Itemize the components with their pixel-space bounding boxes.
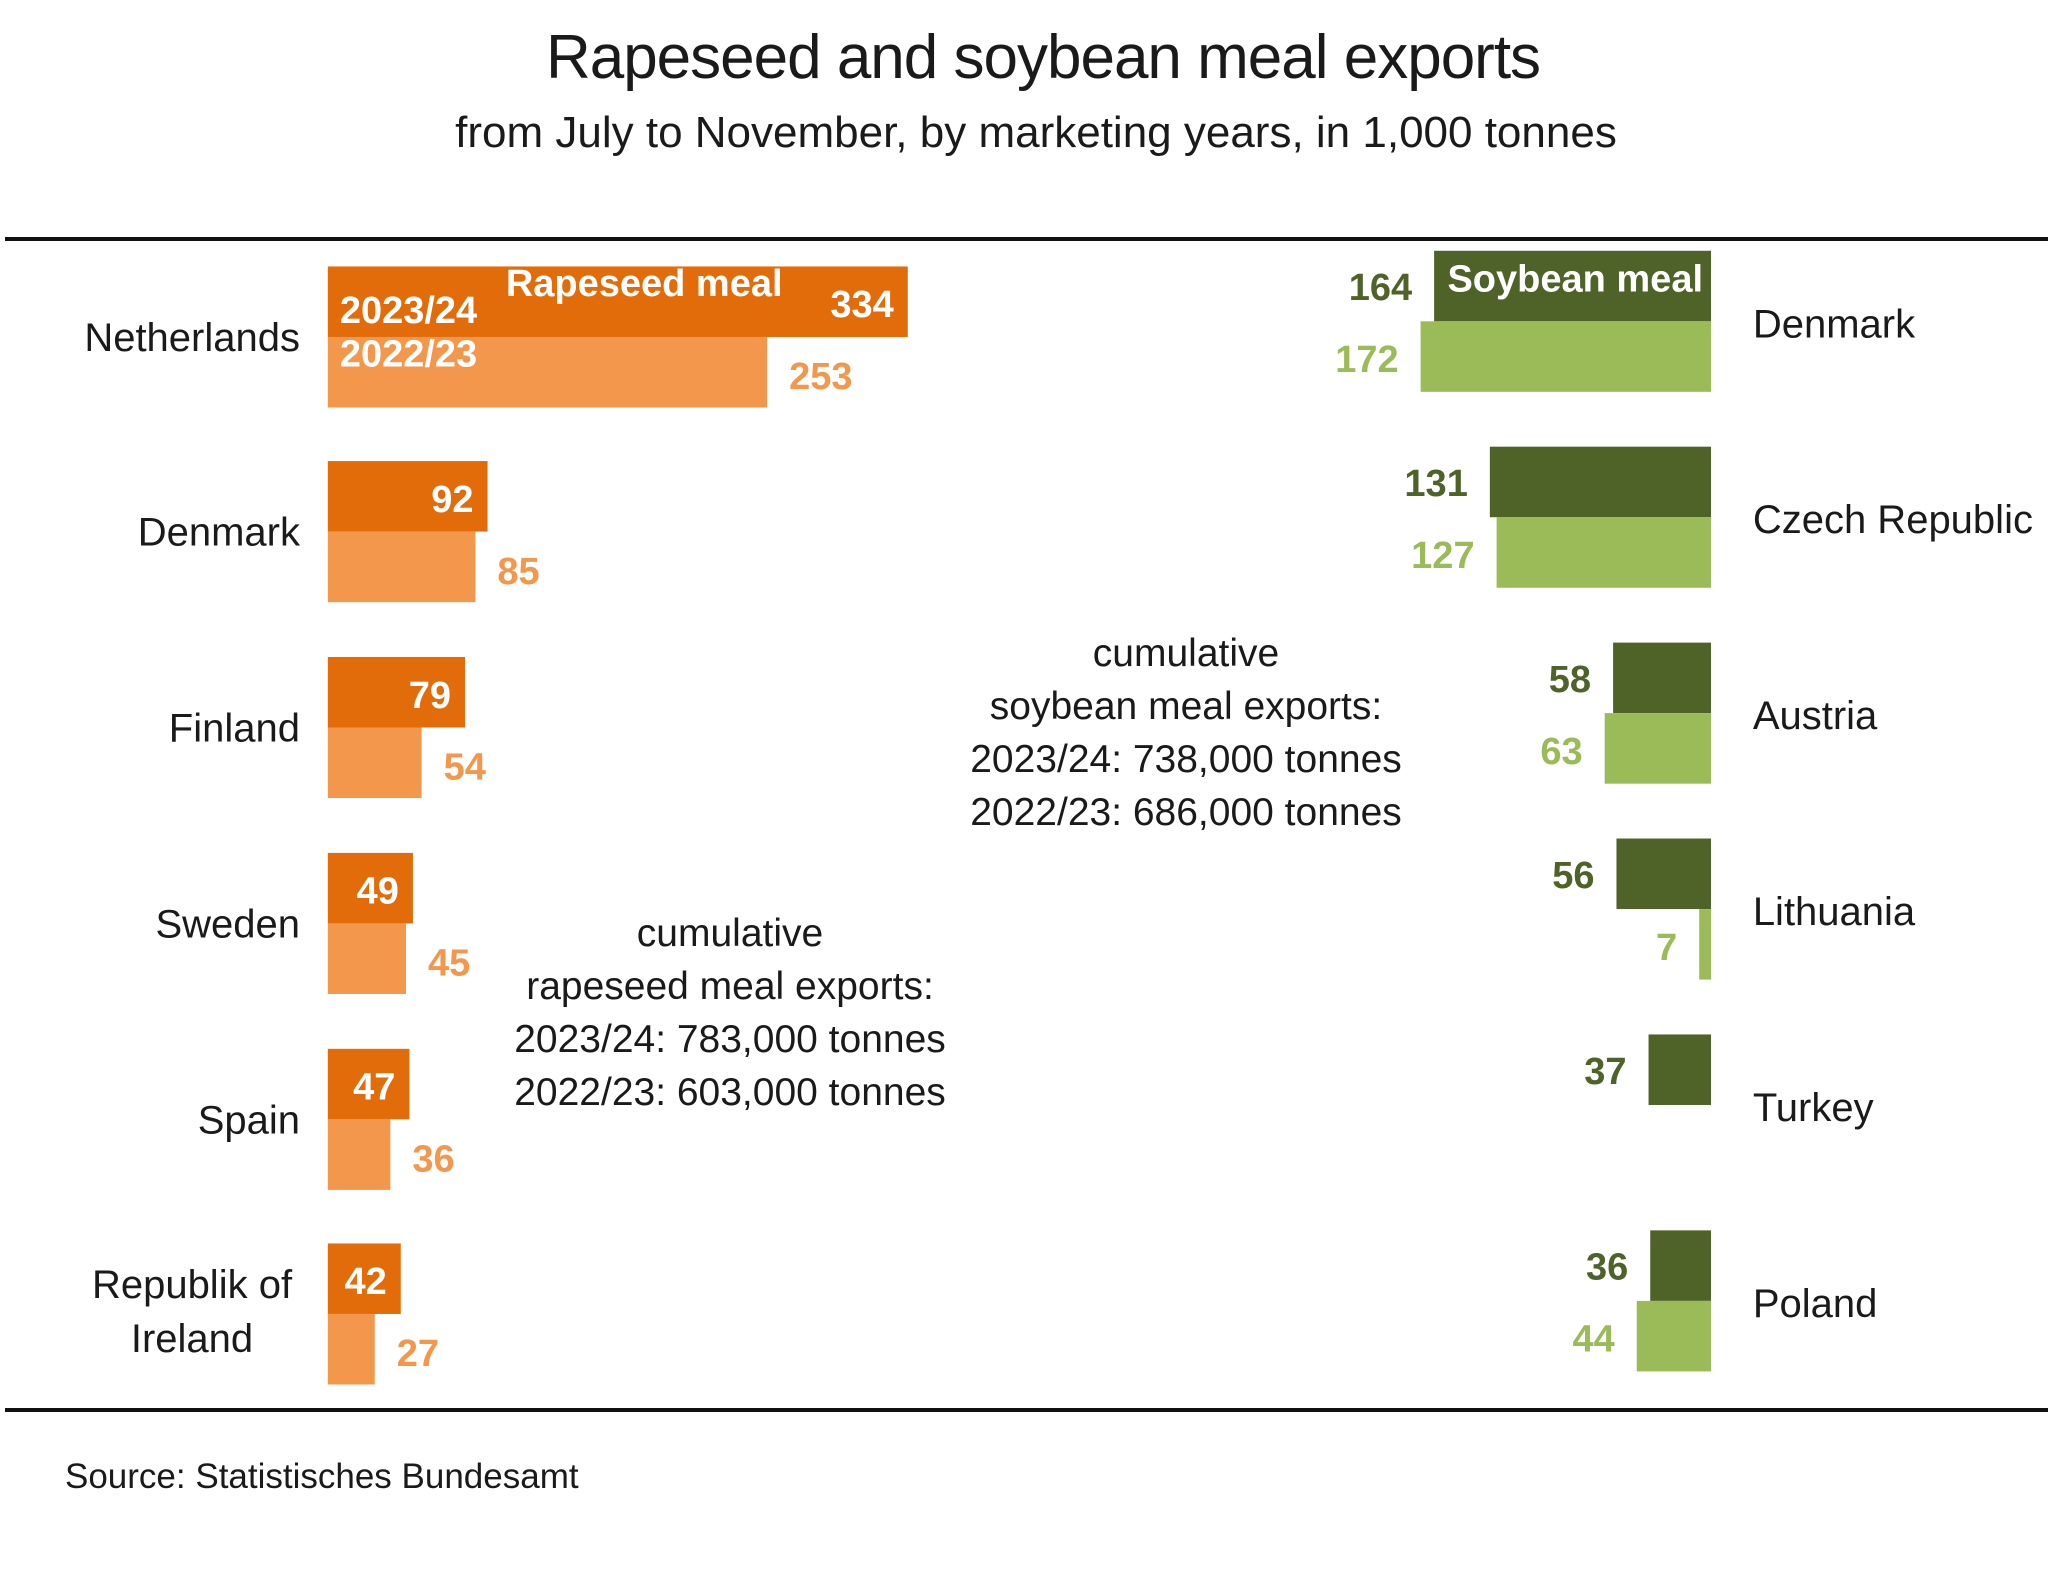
value-label: 37 bbox=[1584, 1051, 1626, 1093]
value-label: 54 bbox=[444, 747, 486, 789]
category-label: Finland bbox=[169, 707, 300, 751]
category-label: Republik of bbox=[92, 1263, 293, 1307]
bar-rapeseed-2022-23 bbox=[327, 1119, 391, 1190]
value-label: 127 bbox=[1411, 535, 1474, 577]
bar-soybean-2022-23 bbox=[1699, 909, 1712, 980]
value-label: 164 bbox=[1349, 267, 1412, 309]
value-label: 131 bbox=[1404, 463, 1467, 505]
value-label: 63 bbox=[1540, 731, 1582, 773]
bar-rapeseed-2023-24 bbox=[327, 1243, 401, 1314]
legend-2023-24: 2023/24 bbox=[340, 290, 477, 332]
chart-title: Rapeseed and soybean meal exports bbox=[545, 23, 1541, 92]
rapeseed-cumulative-note: cumulative rapeseed meal exports: 2023/2… bbox=[480, 907, 980, 1119]
chart-subtitle: from July to November, by marketing year… bbox=[455, 108, 1617, 157]
soybean-cumulative-note: cumulative soybean meal exports: 2023/24… bbox=[936, 627, 1436, 839]
legend-2022-23: 2022/23 bbox=[340, 334, 477, 376]
value-label: 49 bbox=[357, 871, 399, 913]
bar-soybean-2023-24 bbox=[1616, 838, 1712, 910]
panel-title-soybean: Soybean meal bbox=[1447, 259, 1703, 301]
note-line: cumulative bbox=[1092, 632, 1280, 675]
note-line: 2022/23: 603,000 tonnes bbox=[514, 1071, 946, 1114]
value-label: 45 bbox=[428, 943, 470, 985]
note-line: 2023/24: 738,000 tonnes bbox=[970, 738, 1402, 781]
value-label: 92 bbox=[431, 479, 473, 521]
category-label: Czech Republic bbox=[1753, 498, 2033, 542]
top-rule bbox=[5, 237, 2048, 241]
note-line: soybean meal exports: bbox=[989, 685, 1383, 728]
value-label: 85 bbox=[497, 551, 539, 593]
bar-soybean-2022-23 bbox=[1604, 713, 1712, 784]
note-line: rapeseed meal exports: bbox=[526, 965, 934, 1008]
bar-rapeseed-2023-24 bbox=[327, 266, 908, 337]
value-label: 36 bbox=[412, 1139, 454, 1181]
bar-soybean-2023-24 bbox=[1650, 1230, 1712, 1301]
value-label: 7 bbox=[1656, 927, 1677, 969]
value-label: 58 bbox=[1549, 659, 1591, 701]
value-label: 36 bbox=[1586, 1247, 1628, 1289]
bottom-rule bbox=[5, 1408, 2048, 1412]
value-label: 253 bbox=[789, 356, 852, 398]
bar-soybean-2022-23 bbox=[1420, 321, 1712, 392]
note-line: 2022/23: 686,000 tonnes bbox=[970, 791, 1402, 834]
bar-soybean-2023-24 bbox=[1434, 250, 1712, 322]
bar-rapeseed-2022-23 bbox=[327, 336, 768, 408]
value-label: 79 bbox=[409, 675, 451, 717]
bar-soybean-2023-24 bbox=[1613, 642, 1712, 714]
value-label: 334 bbox=[830, 284, 893, 326]
value-label: 47 bbox=[353, 1067, 395, 1109]
bar-rapeseed-2023-24 bbox=[327, 852, 413, 924]
category-label: Netherlands bbox=[84, 316, 300, 360]
source-note: Source: Statistisches Bundesamt bbox=[65, 1457, 579, 1496]
bar-rapeseed-2023-24 bbox=[327, 1048, 410, 1120]
note-line: 2023/24: 783,000 tonnes bbox=[514, 1018, 946, 1061]
category-label: Denmark bbox=[1753, 302, 1916, 346]
category-label: Spain bbox=[198, 1098, 300, 1142]
bar-soybean-2022-23 bbox=[1636, 1300, 1712, 1372]
bar-rapeseed-2023-24 bbox=[327, 461, 488, 532]
bar-rapeseed-2022-23 bbox=[327, 531, 476, 603]
bar-rapeseed-2022-23 bbox=[327, 1313, 375, 1385]
note-line: cumulative bbox=[636, 912, 824, 955]
value-label: 27 bbox=[397, 1333, 439, 1375]
category-label: Austria bbox=[1753, 694, 1878, 738]
category-label: Poland bbox=[1753, 1282, 1878, 1326]
value-label: 44 bbox=[1572, 1319, 1614, 1361]
bar-soybean-2023-24 bbox=[1489, 446, 1712, 518]
bar-rapeseed-2022-23 bbox=[327, 727, 422, 799]
category-label: Denmark bbox=[138, 511, 301, 555]
category-label: Ireland bbox=[131, 1317, 253, 1361]
panel-title-rapeseed: Rapeseed meal bbox=[506, 263, 783, 305]
bar-rapeseed-2022-23 bbox=[327, 923, 406, 994]
value-label: 56 bbox=[1552, 855, 1594, 897]
category-label: Sweden bbox=[155, 902, 300, 946]
value-label: 42 bbox=[344, 1261, 386, 1303]
category-label: Lithuania bbox=[1753, 890, 1916, 934]
category-label: Turkey bbox=[1753, 1086, 1874, 1130]
value-label: 172 bbox=[1335, 339, 1398, 381]
bar-soybean-2022-23 bbox=[1496, 517, 1712, 588]
bar-soybean-2023-24 bbox=[1648, 1034, 1712, 1105]
bar-rapeseed-2023-24 bbox=[327, 656, 466, 728]
